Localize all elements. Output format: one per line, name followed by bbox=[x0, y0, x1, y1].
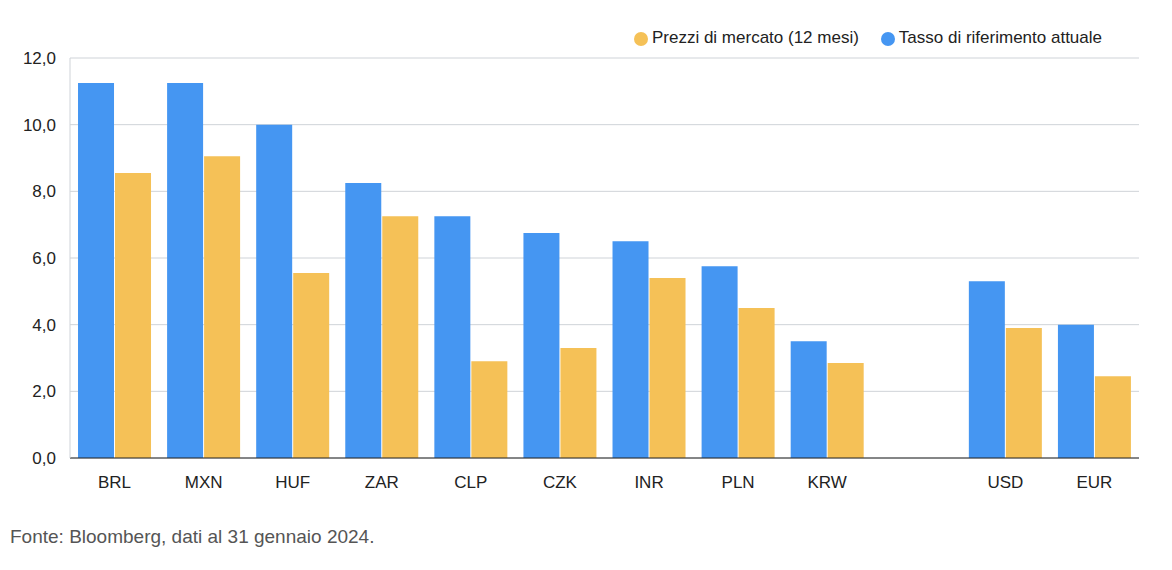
svg-text:HUF: HUF bbox=[275, 473, 310, 492]
svg-text:CZK: CZK bbox=[543, 473, 578, 492]
svg-text:PLN: PLN bbox=[722, 473, 755, 492]
svg-text:0,0: 0,0 bbox=[32, 449, 56, 468]
svg-text:ZAR: ZAR bbox=[365, 473, 399, 492]
html-text:Fonte: Bloomberg, dati al 31 g: Fonte: Bloomberg, dati al 31 gennaio 202… bbox=[10, 526, 375, 547]
html-text:Tasso di riferimento attuale: Tasso di riferimento attuale bbox=[898, 28, 1102, 47]
svg-text:12,0: 12,0 bbox=[23, 49, 56, 68]
svg-text:EUR: EUR bbox=[1077, 473, 1113, 492]
svg-text:4,0: 4,0 bbox=[32, 316, 56, 335]
html-text:Prezzi di mercato (12 mesi): Prezzi di mercato (12 mesi) bbox=[652, 28, 859, 47]
svg-text:BRL: BRL bbox=[98, 473, 131, 492]
svg-text:KRW: KRW bbox=[808, 473, 847, 492]
svg-text:CLP: CLP bbox=[454, 473, 487, 492]
svg-text:6,0: 6,0 bbox=[32, 249, 56, 268]
svg-text:10,0: 10,0 bbox=[23, 116, 56, 135]
svg-text:8,0: 8,0 bbox=[32, 182, 56, 201]
svg-text:MXN: MXN bbox=[185, 473, 223, 492]
svg-text:USD: USD bbox=[987, 473, 1023, 492]
svg-text:INR: INR bbox=[634, 473, 663, 492]
svg-text:2,0: 2,0 bbox=[32, 382, 56, 401]
